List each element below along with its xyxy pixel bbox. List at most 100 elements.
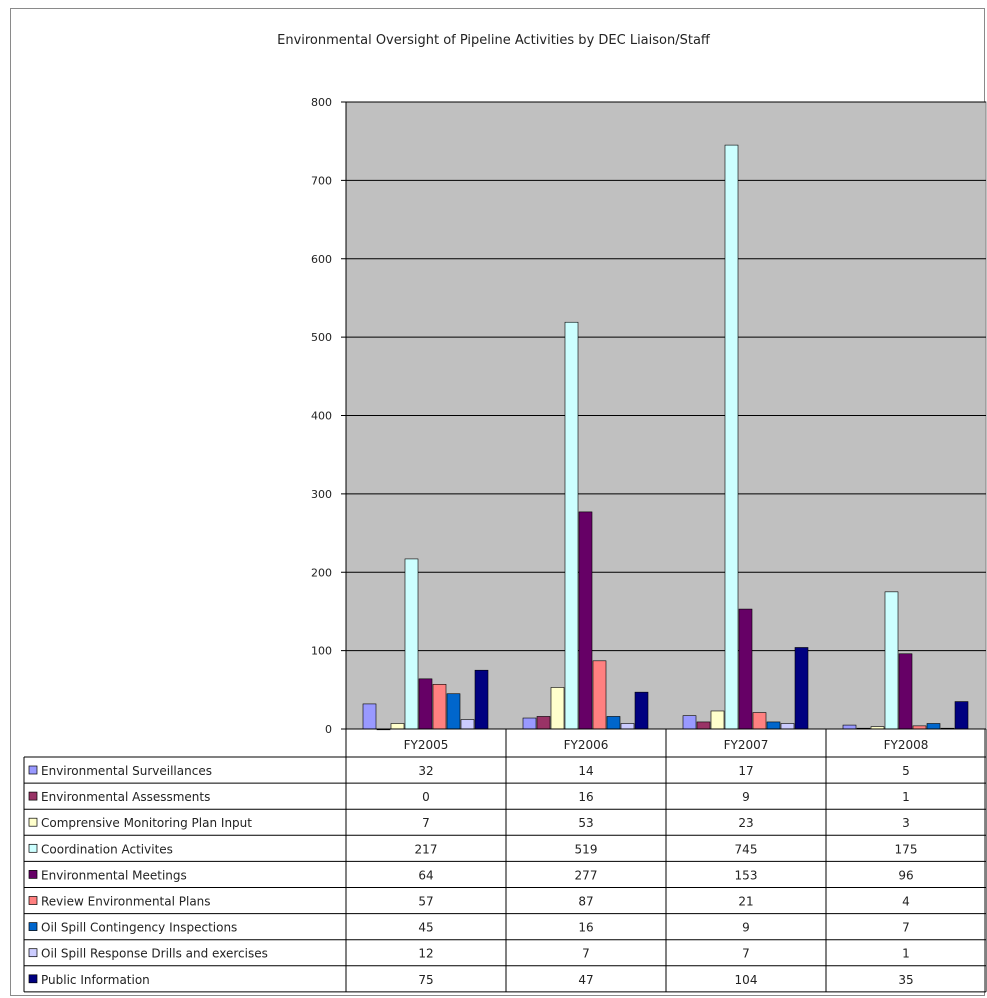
bar [620, 723, 635, 730]
table-cell-value: 1 [902, 790, 910, 804]
bar [550, 687, 565, 730]
y-tick-label: 400 [311, 410, 332, 423]
table-cell-value: 64 [418, 868, 433, 882]
series-name: Environmental Meetings [41, 868, 187, 882]
x-category-label: FY2006 [564, 738, 609, 752]
table-cell-value: 5 [902, 764, 910, 778]
table-cell-value: 0 [422, 790, 430, 804]
y-tick-label: 200 [311, 566, 332, 579]
table-cell-value: 35 [898, 973, 913, 987]
y-tick-label: 700 [311, 174, 332, 187]
y-tick-label: 600 [311, 253, 332, 266]
bar [446, 693, 461, 730]
legend-key [28, 948, 38, 958]
bar [738, 608, 753, 730]
bar [460, 719, 475, 730]
table-cell-value: 17 [738, 764, 753, 778]
chart-title: Environmental Oversight of Pipeline Acti… [277, 33, 710, 48]
bar [954, 701, 969, 730]
bar [780, 723, 795, 730]
legend-key [28, 765, 38, 775]
y-tick-label: 800 [311, 96, 332, 109]
table-cell-value: 96 [898, 868, 913, 882]
bar [794, 647, 809, 730]
legend-key [28, 870, 38, 879]
table-cell-value: 7 [422, 816, 430, 830]
gridlines [346, 101, 986, 652]
table-cell-value: 7 [742, 947, 750, 961]
series-name: Public Information [41, 973, 150, 987]
x-category-label: FY2008 [884, 738, 929, 752]
table-cell-value: 23 [738, 816, 753, 830]
legend-key [28, 974, 38, 984]
series-name: Coordination Activites [41, 842, 173, 856]
table-cell-value: 1 [902, 947, 910, 961]
bar [682, 715, 697, 730]
bar [634, 691, 649, 730]
bar [418, 678, 433, 730]
bar [696, 721, 711, 730]
table-cell-value: 57 [418, 895, 433, 909]
series-name: Environmental Assessments [41, 790, 210, 804]
y-axis: 0 100 200 300 400 500 600 700 800 [311, 96, 347, 736]
bar [842, 724, 857, 730]
series-name: Environmental Surveillances [41, 764, 212, 778]
table-cell-value: 519 [575, 842, 598, 856]
bar [474, 669, 489, 730]
bar [536, 716, 551, 730]
bars [362, 144, 969, 731]
table-cell-value: 277 [575, 868, 598, 882]
legend-key [28, 896, 38, 905]
series-name: Review Environmental Plans [41, 895, 211, 909]
y-tick-label: 0 [325, 723, 332, 736]
series-name: Oil Spill Contingency Inspections [41, 921, 237, 935]
bar [390, 723, 405, 730]
bar [522, 717, 537, 730]
legend-key [28, 922, 38, 931]
table-cell-value: 104 [735, 973, 758, 987]
bar [592, 660, 607, 730]
bar [926, 723, 941, 730]
table-cell-value: 45 [418, 921, 433, 935]
table-cell-value: 4 [902, 895, 910, 909]
bar [432, 684, 447, 730]
bar [564, 321, 579, 730]
bar [710, 710, 725, 730]
table-cell-value: 87 [578, 895, 593, 909]
table-cell-value: 75 [418, 973, 433, 987]
table-cell-value: 47 [578, 973, 593, 987]
data-table: FY2005 FY2006 FY2007 FY2008 Environmental Su… [23, 728, 987, 993]
legend-key [28, 817, 38, 827]
table-cell-value: 175 [895, 842, 918, 856]
table-cell-value: 16 [578, 790, 593, 804]
table-cell-value: 53 [578, 816, 593, 830]
bar [404, 558, 419, 730]
table-cell-value: 9 [742, 921, 750, 935]
table-cell-value: 32 [418, 764, 433, 778]
y-tick-label: 100 [311, 645, 332, 658]
table-cell-value: 12 [418, 947, 433, 961]
legend-key [28, 843, 38, 853]
bar [884, 591, 899, 730]
table-cell-value: 7 [902, 921, 910, 935]
bar [578, 511, 593, 730]
table-cell-value: 217 [415, 842, 438, 856]
bar [606, 716, 621, 730]
table-cell-value: 14 [578, 764, 593, 778]
bar [766, 721, 781, 730]
table-cell-value: 21 [738, 895, 753, 909]
table-cell-value: 9 [742, 790, 750, 804]
series-name: Oil Spill Response Drills and exercises [41, 947, 268, 961]
x-category-label: FY2005 [404, 738, 449, 752]
table-cell-value: 7 [582, 947, 590, 961]
y-tick-label: 500 [311, 331, 332, 344]
table-cell-value: 3 [902, 816, 910, 830]
x-category-label: FY2007 [724, 738, 769, 752]
bar [362, 703, 377, 730]
bar [724, 144, 739, 730]
bar [898, 653, 913, 730]
bar [752, 712, 767, 730]
series-name: Comprensive Monitoring Plan Input [41, 816, 252, 830]
table-cell-value: 745 [735, 842, 758, 856]
legend-key [28, 791, 38, 801]
